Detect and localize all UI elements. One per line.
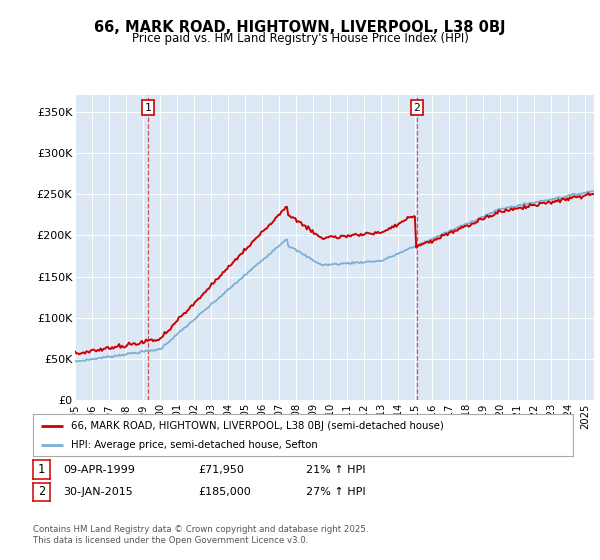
Text: 30-JAN-2015: 30-JAN-2015 (63, 487, 133, 497)
Text: 2: 2 (413, 102, 420, 113)
Text: 21% ↑ HPI: 21% ↑ HPI (306, 465, 365, 474)
Text: 66, MARK ROAD, HIGHTOWN, LIVERPOOL, L38 0BJ: 66, MARK ROAD, HIGHTOWN, LIVERPOOL, L38 … (94, 20, 506, 35)
Text: Price paid vs. HM Land Registry's House Price Index (HPI): Price paid vs. HM Land Registry's House … (131, 32, 469, 45)
Text: £185,000: £185,000 (198, 487, 251, 497)
Text: HPI: Average price, semi-detached house, Sefton: HPI: Average price, semi-detached house,… (71, 440, 317, 450)
Text: 09-APR-1999: 09-APR-1999 (63, 465, 135, 474)
Text: 1: 1 (38, 463, 45, 476)
Text: 27% ↑ HPI: 27% ↑ HPI (306, 487, 365, 497)
Text: 66, MARK ROAD, HIGHTOWN, LIVERPOOL, L38 0BJ (semi-detached house): 66, MARK ROAD, HIGHTOWN, LIVERPOOL, L38 … (71, 421, 443, 431)
Text: £71,950: £71,950 (198, 465, 244, 474)
Text: Contains HM Land Registry data © Crown copyright and database right 2025.
This d: Contains HM Land Registry data © Crown c… (33, 525, 368, 545)
Text: 2: 2 (38, 486, 45, 498)
Text: 1: 1 (144, 102, 151, 113)
